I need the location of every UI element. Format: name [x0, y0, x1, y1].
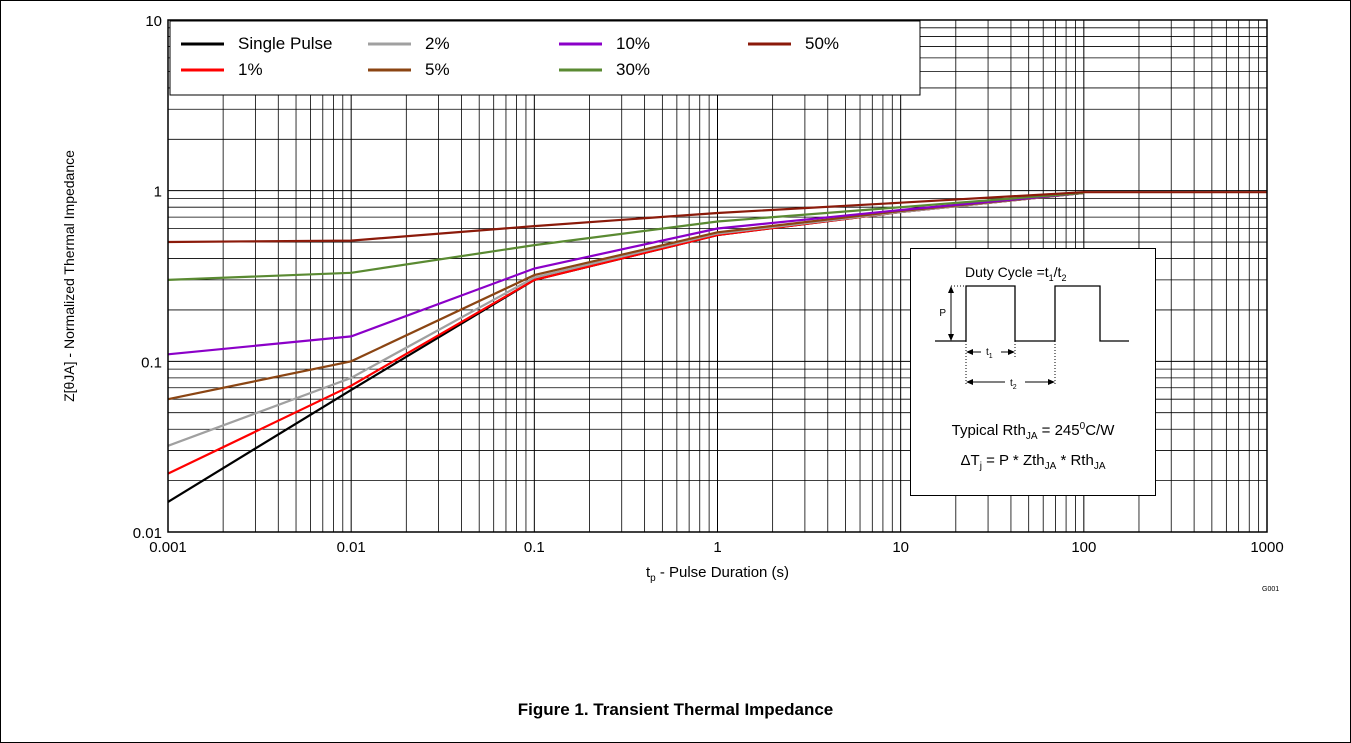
legend-label: 5% — [425, 60, 450, 79]
legend-label: 2% — [425, 34, 450, 53]
x-tick-label: 0.01 — [337, 539, 366, 556]
y-axis-label: Z[θJA] - Normalized Thermal Impedance — [61, 150, 77, 402]
delta-tj-formula: ΔTj = P * ZthJA * RthJA — [961, 452, 1106, 472]
legend-label: Single Pulse — [238, 34, 333, 53]
t1-arrow-head-left — [966, 349, 973, 355]
x-tick-label: 10 — [892, 539, 909, 556]
y-tick-label: 0.01 — [133, 525, 162, 542]
series-line-50- — [167, 191, 1267, 244]
x-tick-label: 1000 — [1250, 539, 1283, 556]
series-line-10- — [167, 191, 1084, 356]
legend-label: 1% — [238, 60, 263, 79]
t2-arrow-head-right — [1048, 379, 1055, 385]
t2-arrow-head-left — [966, 379, 973, 385]
legend-box — [169, 20, 921, 96]
legend-label: 50% — [805, 34, 839, 53]
plot-border — [167, 19, 1268, 533]
figure-code-label: G001 — [1262, 586, 1280, 593]
legend-label: 10% — [616, 34, 650, 53]
pulse-waveform — [935, 285, 1129, 342]
y-tick-label: 1 — [154, 184, 162, 201]
p-arrow-head-up — [948, 286, 954, 293]
t1-label: t1 — [986, 347, 993, 360]
typical-rth-label: Typical RthJA = 2450C/W — [952, 421, 1116, 442]
x-tick-label: 0.1 — [524, 539, 545, 556]
y-tick-label: 10 — [145, 13, 162, 30]
series-lines — [167, 191, 1267, 503]
x-tick-label: 0.001 — [149, 539, 187, 556]
x-tick-label: 100 — [1071, 539, 1096, 556]
inset-diagram: Duty Cycle =t1/t2 P t1 t2 Typical RthJA … — [935, 264, 1129, 472]
legend-label: 30% — [616, 60, 650, 79]
figure-caption: Figure 1. Transient Thermal Impedance — [517, 700, 834, 719]
t2-label: t2 — [1010, 378, 1017, 391]
x-axis-label: tp - Pulse Duration (s) — [646, 564, 789, 584]
duty-cycle-inset: Duty Cycle =t1/t2 P t1 t2 Typical RthJA … — [910, 248, 1156, 496]
y-tick-label: 0.1 — [141, 354, 162, 371]
p-label: P — [939, 308, 946, 319]
t1-arrow-head-right — [1008, 349, 1015, 355]
series-line-30- — [167, 191, 1084, 281]
x-tick-label: 1 — [713, 539, 721, 556]
p-arrow-head-down — [948, 334, 954, 341]
legend: Single Pulse 1% 2% 5% 10% 30% 50% — [169, 20, 921, 96]
duty-cycle-label: Duty Cycle =t1/t2 — [965, 264, 1066, 283]
